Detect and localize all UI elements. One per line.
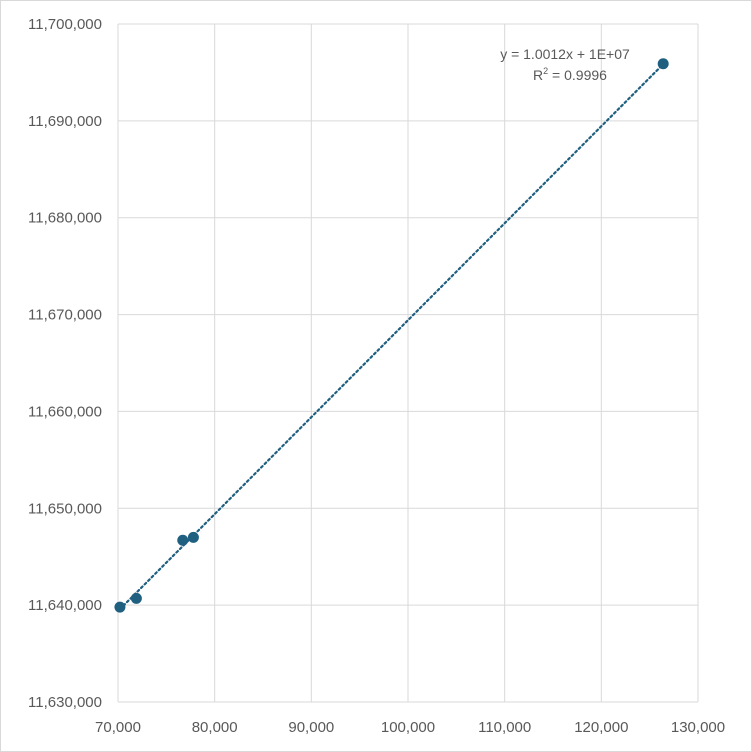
trendline bbox=[118, 63, 665, 611]
y-axis-tick-labels: 11,630,000 11,640,000 11,650,000 11,660,000… bbox=[28, 16, 102, 711]
x-tick-label: 120,000 bbox=[574, 719, 628, 736]
data-point bbox=[177, 534, 189, 546]
r-squared-value: = 0.9996 bbox=[548, 67, 607, 83]
y-tick-label: 11,660,000 bbox=[28, 403, 102, 420]
r-squared-label: R2 = 0.9996 bbox=[533, 66, 607, 83]
x-tick-label: 80,000 bbox=[192, 719, 238, 736]
x-tick-label: 130,000 bbox=[671, 719, 725, 736]
x-tick-label: 70,000 bbox=[95, 719, 141, 736]
y-tick-label: 11,650,000 bbox=[28, 500, 102, 517]
x-tick-label: 100,000 bbox=[381, 719, 435, 736]
y-tick-label: 11,670,000 bbox=[28, 307, 102, 324]
r-squared-prefix: R bbox=[533, 67, 543, 83]
data-point bbox=[657, 58, 669, 70]
r-squared-superscript: 2 bbox=[543, 66, 548, 76]
trendline-equation: y = 1.0012x + 1E+07 bbox=[500, 46, 630, 62]
data-point bbox=[130, 592, 142, 604]
data-point bbox=[187, 531, 199, 543]
y-tick-label: 11,630,000 bbox=[28, 694, 102, 711]
y-tick-label: 11,640,000 bbox=[28, 597, 102, 614]
x-tick-label: 90,000 bbox=[288, 719, 334, 736]
y-tick-label: 11,680,000 bbox=[28, 210, 102, 227]
data-points bbox=[114, 58, 669, 613]
trendline-layer bbox=[118, 63, 665, 611]
gridlines bbox=[117, 23, 699, 703]
x-tick-label: 110,000 bbox=[478, 719, 531, 736]
data-point bbox=[114, 601, 126, 613]
y-tick-label: 11,700,000 bbox=[28, 16, 102, 33]
y-tick-label: 11,690,000 bbox=[28, 113, 102, 130]
x-axis-tick-labels: 70,000 80,000 90,000 100,000 110,000 120,000 1… bbox=[95, 719, 725, 736]
